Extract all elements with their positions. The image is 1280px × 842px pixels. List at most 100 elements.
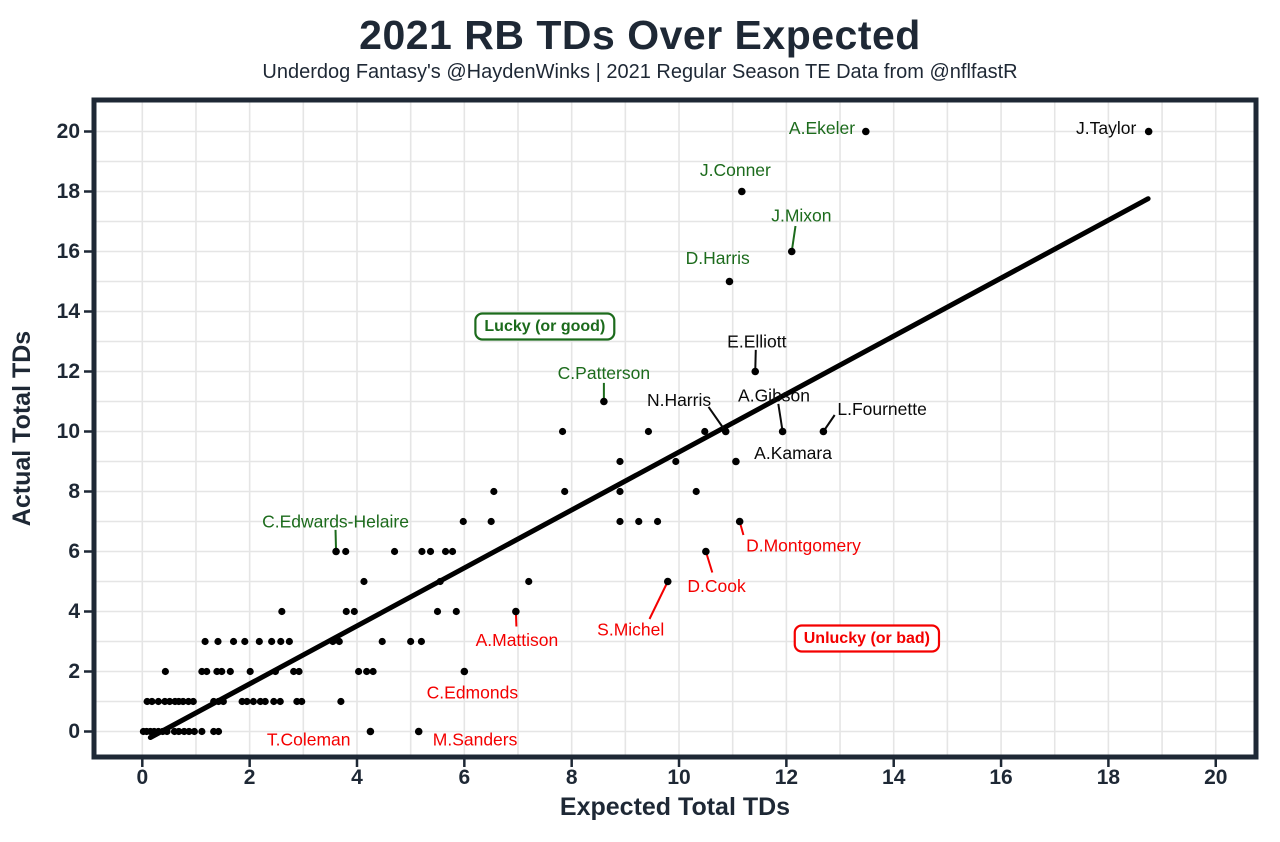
data-point xyxy=(219,697,227,706)
data-point xyxy=(342,607,350,616)
y-tick-label: 10 xyxy=(57,420,80,443)
x-tick-label: 14 xyxy=(882,766,906,789)
data-point xyxy=(189,697,197,706)
player-label: J.Mixon xyxy=(771,206,831,226)
data-point xyxy=(350,607,358,616)
lucky-annotation-box xyxy=(474,312,616,341)
data-point xyxy=(218,667,226,676)
data-point xyxy=(161,667,169,676)
data-point xyxy=(255,637,263,646)
data-point xyxy=(335,637,343,646)
player-label: A.Kamara xyxy=(754,443,832,463)
player-point xyxy=(332,547,340,556)
data-point xyxy=(249,697,258,706)
player-label: J.Taylor xyxy=(1076,118,1136,138)
player-point xyxy=(663,577,672,586)
player-label: C.Patterson xyxy=(558,363,650,383)
y-tick-label: 8 xyxy=(68,480,80,503)
data-point xyxy=(490,487,498,496)
data-point xyxy=(243,697,251,706)
player-label: M.Sanders xyxy=(433,730,518,750)
player-point xyxy=(778,427,787,436)
x-tick-label: 2 xyxy=(244,766,256,789)
player-point xyxy=(819,427,828,436)
data-point xyxy=(203,667,211,676)
data-point xyxy=(163,727,171,736)
y-tick-label: 4 xyxy=(68,600,80,623)
label-leader-line xyxy=(790,225,797,252)
player-label: S.Michel xyxy=(597,620,664,640)
y-tick-label: 16 xyxy=(57,240,80,263)
data-point xyxy=(277,637,285,646)
data-point xyxy=(295,667,303,676)
data-point xyxy=(175,727,183,736)
player-point xyxy=(725,277,734,286)
player-label: N.Harris xyxy=(647,390,711,410)
data-point xyxy=(635,517,643,526)
x-tick-label: 10 xyxy=(667,766,690,789)
data-point xyxy=(407,637,415,646)
data-point xyxy=(672,457,680,466)
player-label: A.Gibson xyxy=(738,386,810,406)
player-point xyxy=(735,517,744,526)
y-tick-label: 2 xyxy=(68,660,80,683)
y-tick-label: 0 xyxy=(68,720,80,743)
data-point xyxy=(214,727,223,736)
data-point xyxy=(276,697,284,706)
unlucky-annotation-label: Unlucky (or bad) xyxy=(804,630,930,647)
label-leader-line xyxy=(707,406,727,433)
data-point xyxy=(448,547,457,556)
data-point xyxy=(616,457,624,466)
data-point xyxy=(298,697,306,706)
data-point xyxy=(154,697,163,706)
data-point xyxy=(355,667,363,676)
label-leader-line xyxy=(777,403,784,432)
plot-border xyxy=(91,97,1259,760)
data-point xyxy=(417,637,425,646)
player-label: A.Mattison xyxy=(476,630,559,650)
y-tick-label: 12 xyxy=(57,360,80,383)
data-point xyxy=(337,697,345,706)
data-point xyxy=(278,607,286,616)
data-point xyxy=(198,727,206,736)
data-point xyxy=(241,637,249,646)
data-point xyxy=(487,517,495,526)
player-label: D.Harris xyxy=(686,248,750,268)
data-point xyxy=(426,547,435,556)
data-point xyxy=(363,667,371,676)
player-label: A.Ekeler xyxy=(789,118,855,138)
x-tick-label: 16 xyxy=(989,766,1012,789)
trend-line xyxy=(147,196,1151,740)
data-point xyxy=(290,667,298,676)
data-point xyxy=(166,697,174,706)
data-point xyxy=(268,637,276,646)
data-point xyxy=(285,637,293,646)
player-label: C.Edmonds xyxy=(427,683,519,703)
data-point xyxy=(418,547,426,556)
data-point xyxy=(616,517,624,526)
data-point xyxy=(246,667,254,676)
data-point xyxy=(378,637,386,646)
player-point xyxy=(751,367,760,376)
data-point xyxy=(525,577,533,586)
data-point xyxy=(369,667,377,676)
data-point xyxy=(436,577,444,586)
data-point xyxy=(390,547,399,556)
player-point xyxy=(1144,127,1153,136)
data-point xyxy=(653,517,662,526)
data-point xyxy=(229,637,238,646)
y-tick-label: 20 xyxy=(57,120,80,143)
data-point xyxy=(561,487,569,496)
player-point xyxy=(738,187,746,196)
data-point xyxy=(270,697,278,706)
data-point xyxy=(558,427,567,436)
player-point xyxy=(702,547,710,556)
player-label: D.Montgomery xyxy=(746,536,861,556)
data-point xyxy=(692,487,700,496)
label-leader-line xyxy=(648,581,669,620)
data-point xyxy=(342,547,350,556)
data-point xyxy=(185,727,193,736)
player-point xyxy=(600,397,608,406)
